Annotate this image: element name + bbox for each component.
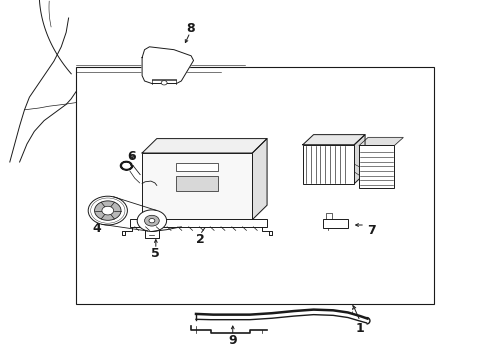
- Bar: [130, 219, 267, 227]
- Bar: [76, 67, 434, 304]
- Text: 1: 1: [356, 322, 365, 335]
- Polygon shape: [354, 135, 365, 184]
- Polygon shape: [142, 139, 267, 153]
- Polygon shape: [142, 47, 194, 84]
- Text: 2: 2: [196, 233, 204, 246]
- Bar: [176, 176, 218, 191]
- Text: 9: 9: [228, 334, 237, 347]
- Circle shape: [149, 219, 155, 223]
- Circle shape: [161, 81, 167, 85]
- Polygon shape: [359, 138, 403, 145]
- Polygon shape: [252, 139, 267, 220]
- Circle shape: [145, 215, 159, 226]
- Circle shape: [137, 210, 167, 231]
- Text: 5: 5: [151, 247, 160, 260]
- Bar: [359, 145, 394, 188]
- Polygon shape: [303, 135, 365, 145]
- Bar: [303, 145, 354, 184]
- Text: 3: 3: [375, 175, 384, 188]
- Text: 6: 6: [127, 150, 136, 163]
- Bar: [142, 153, 252, 220]
- Bar: [323, 219, 348, 228]
- Circle shape: [102, 206, 114, 215]
- Text: 7: 7: [367, 224, 376, 237]
- Text: 8: 8: [186, 22, 195, 35]
- Circle shape: [95, 201, 121, 220]
- Circle shape: [88, 196, 127, 225]
- Bar: [176, 163, 218, 171]
- Text: 4: 4: [93, 222, 101, 235]
